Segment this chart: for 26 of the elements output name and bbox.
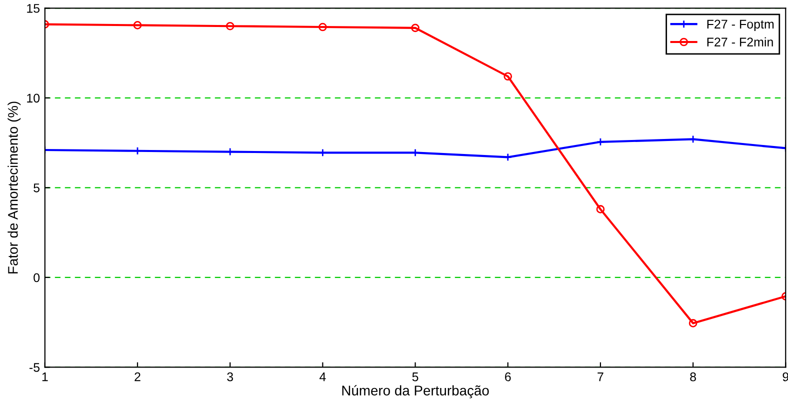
- x-tick-label: 2: [134, 372, 140, 382]
- y-tick-label: -5: [29, 363, 40, 372]
- y-tick-label: 15: [27, 4, 40, 13]
- y-tick-label: 0: [34, 273, 40, 282]
- y-tick-label: 10: [27, 94, 40, 103]
- point: [133, 146, 142, 156]
- y-axis-title: Fator de Amortecimento (%): [8, 102, 21, 274]
- x-tick-label: 4: [320, 372, 326, 382]
- point: [133, 21, 142, 30]
- x-tick-label: 3: [227, 372, 234, 382]
- x-tick-label: 1: [42, 372, 48, 382]
- x-tick-label: 6: [505, 372, 511, 382]
- x-tick-label: 7: [598, 372, 604, 382]
- point: [596, 205, 605, 214]
- point: [596, 138, 605, 146]
- legend-label: F27 - F2min: [707, 37, 773, 46]
- x-axis-title: Número da Perturbação: [342, 385, 489, 398]
- point: [688, 319, 698, 328]
- y-tick-label: 5: [34, 184, 40, 192]
- legend-label: F27 - Foptm: [707, 20, 774, 32]
- x-tick-label: 8: [690, 372, 696, 382]
- point: [504, 72, 512, 81]
- x-tick-label: 5: [412, 372, 418, 382]
- point: [226, 22, 234, 30]
- point: [318, 22, 327, 32]
- point: [411, 24, 420, 32]
